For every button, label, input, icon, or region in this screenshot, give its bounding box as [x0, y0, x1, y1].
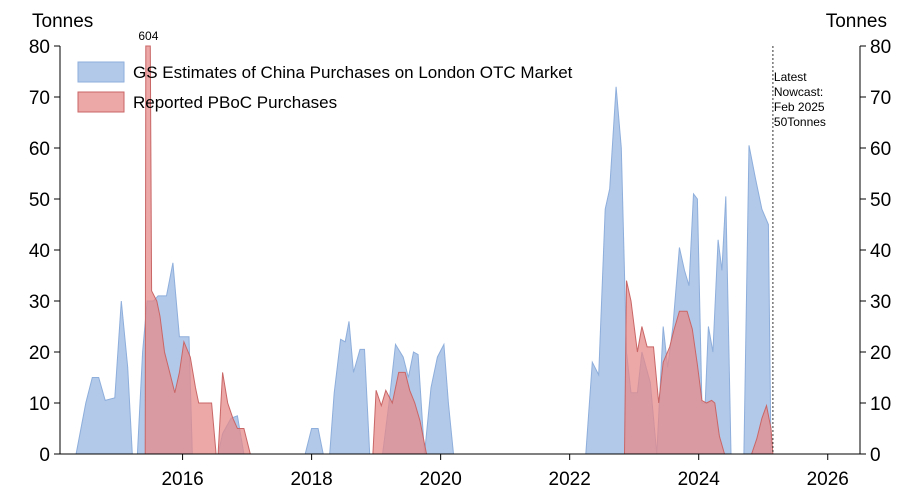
- xtick-label: 2016: [161, 469, 203, 490]
- ytick-label-left: 60: [29, 139, 50, 160]
- xtick-label: 2020: [420, 469, 462, 490]
- nowcast-annotation-line: Nowcast:: [774, 85, 823, 99]
- ytick-label-right: 40: [870, 241, 891, 262]
- ytick-label-right: 10: [870, 394, 891, 415]
- nowcast-annotation: Latest Nowcast: Feb 2025 50Tonnes: [774, 70, 826, 129]
- legend-swatch-gs: [77, 61, 125, 83]
- ytick-label-right: 50: [870, 190, 891, 211]
- right-axis-unit: Tonnes: [826, 11, 887, 32]
- series-areas: [75, 45, 774, 455]
- ytick-label-left: 70: [29, 88, 50, 109]
- nowcast-annotation-line: Feb 2025: [774, 100, 825, 114]
- ytick-label-right: 80: [870, 37, 891, 58]
- ytick-label-left: 30: [29, 292, 50, 313]
- nowcast-annotation-line: Latest: [774, 70, 807, 84]
- ytick-label-left: 20: [29, 343, 50, 364]
- legend: GS Estimates of China Purchases on Londo…: [77, 61, 573, 113]
- ytick-label-left: 10: [29, 394, 50, 415]
- left-axis-unit: Tonnes: [32, 11, 93, 32]
- ytick-label-right: 0: [870, 445, 881, 466]
- ytick-label-left: 50: [29, 190, 50, 211]
- legend-swatch-pboc: [77, 91, 125, 113]
- xtick-label: 2022: [549, 469, 591, 490]
- xtick-label: 2024: [678, 469, 721, 490]
- ytick-label-left: 80: [29, 37, 50, 58]
- ytick-label-right: 20: [870, 343, 891, 364]
- xtick-label: 2026: [807, 469, 849, 490]
- ytick-label-right: 60: [870, 139, 891, 160]
- ytick-label-left: 0: [39, 445, 50, 466]
- nowcast-annotation-line: 50Tonnes: [774, 115, 826, 129]
- xtick-label: 2018: [290, 469, 332, 490]
- ytick-label-right: 70: [870, 88, 891, 109]
- series-area-pboc: [144, 45, 774, 455]
- spike-label: 604: [138, 29, 158, 43]
- ytick-label-left: 40: [29, 241, 50, 262]
- legend-label-gs: GS Estimates of China Purchases on Londo…: [133, 63, 573, 82]
- ytick-label-right: 30: [870, 292, 891, 313]
- legend-label-pboc: Reported PBoC Purchases: [133, 93, 337, 112]
